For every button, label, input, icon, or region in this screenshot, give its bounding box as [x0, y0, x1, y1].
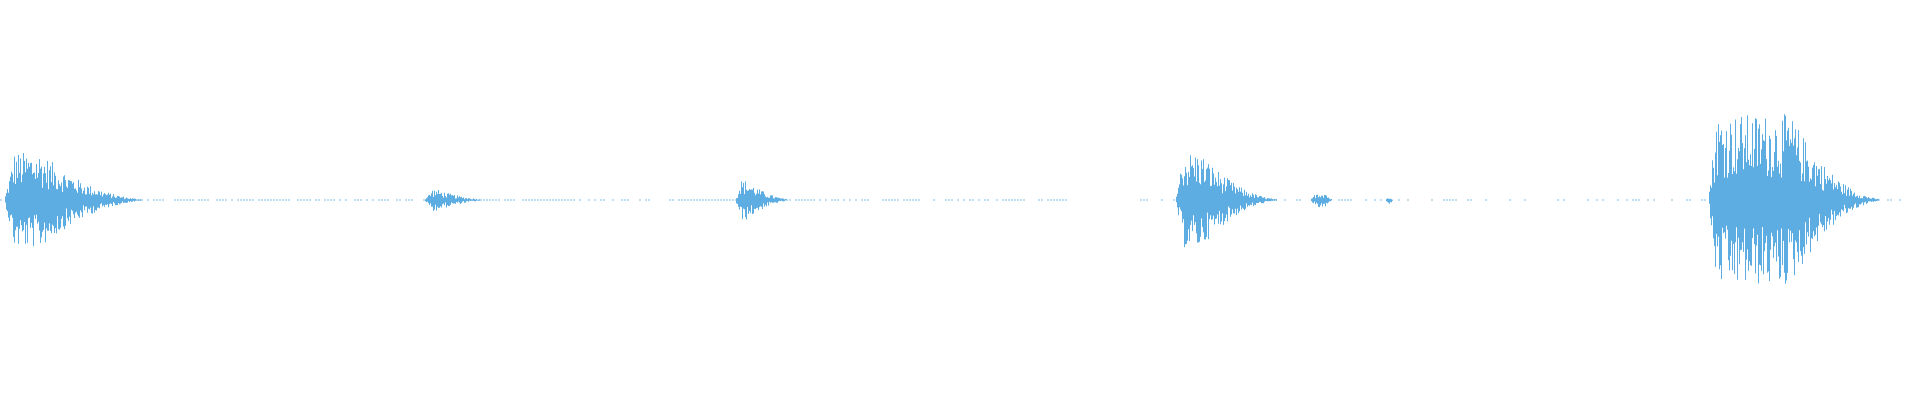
waveform-trace [5, 114, 1880, 284]
